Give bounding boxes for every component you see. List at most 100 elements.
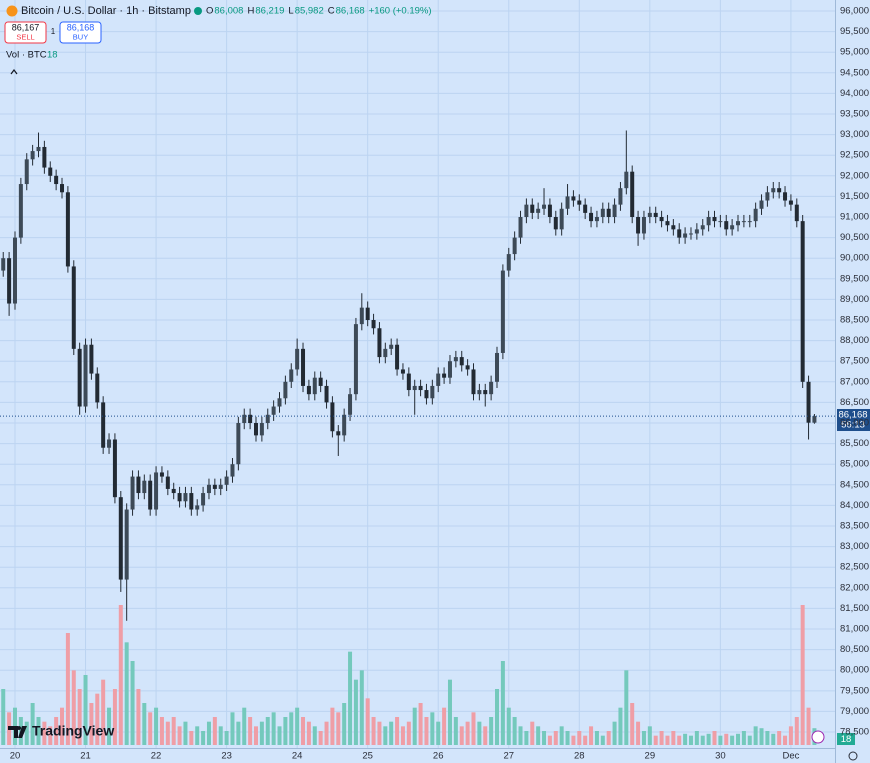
- candle-body: [60, 184, 65, 193]
- x-tick-label: Dec: [782, 751, 799, 762]
- candle-body: [783, 192, 788, 201]
- volume-bar: [65, 633, 70, 745]
- collapse-icon[interactable]: [10, 69, 18, 75]
- volume-bar: [771, 733, 776, 745]
- candle-body: [630, 171, 635, 218]
- candle-body: [559, 208, 564, 230]
- candle-body: [271, 406, 276, 415]
- volume-bar: [624, 670, 629, 745]
- volume-bar: [524, 731, 529, 745]
- volume-bar: [753, 726, 758, 745]
- candle-body: [812, 416, 817, 423]
- candle-body: [289, 369, 294, 382]
- y-tick-label: 92,000: [840, 170, 869, 181]
- volume-bar: [301, 717, 306, 745]
- volume-bar: [547, 735, 552, 745]
- sell-label[interactable]: SELL: [16, 32, 34, 41]
- candle-body: [159, 472, 164, 477]
- volume-bar: [612, 721, 617, 745]
- candle-body: [659, 217, 664, 222]
- buy-button[interactable]: [59, 21, 102, 44]
- volume-bar: [806, 707, 811, 745]
- candle-body: [377, 328, 382, 358]
- candle-body: [171, 488, 176, 494]
- volume-bar: [483, 726, 488, 745]
- volume-bar: [489, 717, 494, 745]
- replay-icon[interactable]: [811, 730, 825, 744]
- candle-body: [389, 344, 394, 349]
- volume-bar: [536, 726, 541, 745]
- candle-body: [118, 497, 123, 580]
- candle-body: [606, 208, 611, 218]
- candle-body: [348, 394, 353, 415]
- y-tick-label: 83,500: [840, 521, 869, 532]
- candle-body: [365, 307, 370, 321]
- candle-body: [189, 493, 194, 510]
- logo-icon: [8, 726, 27, 738]
- sell-button[interactable]: [4, 21, 47, 44]
- ohlc-value: 86,168: [336, 6, 365, 17]
- volume-bar: [183, 721, 188, 745]
- x-tick-label: 26: [433, 751, 444, 762]
- volume-bar: [553, 731, 558, 745]
- buy-label[interactable]: BUY: [73, 32, 88, 41]
- candle-body: [589, 212, 594, 222]
- volume-bar: [171, 717, 176, 745]
- candle-body: [471, 369, 476, 395]
- volume-bar: [442, 707, 447, 745]
- candle-body: [353, 324, 358, 395]
- volume-bar: [230, 712, 235, 745]
- candle-body: [636, 217, 641, 234]
- volume-bar: [424, 717, 429, 745]
- candle-body: [753, 208, 758, 222]
- volume-bar: [118, 605, 123, 745]
- volume-bar: [777, 731, 782, 745]
- y-tick-label: 90,500: [840, 232, 869, 243]
- y-tick-label: 89,000: [840, 294, 869, 305]
- volume-bar: [265, 717, 270, 745]
- volume-bar: [165, 721, 170, 745]
- candle-body: [524, 204, 529, 218]
- volume-bar: [330, 707, 335, 745]
- buy-price[interactable]: 86,168: [67, 22, 95, 32]
- volume-bar: [318, 731, 323, 745]
- candle-body: [183, 493, 188, 502]
- y-tick-label: 81,500: [840, 603, 869, 614]
- y-tick-label: 78,500: [840, 727, 869, 738]
- volume-bar: [618, 707, 623, 745]
- candle-body: [641, 217, 646, 234]
- volume-bar: [136, 689, 141, 745]
- x-tick-label: 28: [574, 751, 585, 762]
- volume-bar: [112, 689, 117, 745]
- y-tick-label: 88,000: [840, 335, 869, 346]
- candle-body: [242, 414, 247, 424]
- candle-body: [624, 171, 629, 189]
- volume-bar: [159, 717, 164, 745]
- settings-icon[interactable]: [848, 751, 858, 761]
- y-tick-label: 88,500: [840, 315, 869, 326]
- volume-bar: [800, 605, 805, 745]
- sell-price[interactable]: 86,167: [12, 22, 40, 32]
- volume-bar: [206, 721, 211, 745]
- volume-bar: [395, 717, 400, 745]
- last-price-label: 86,168: [838, 410, 867, 421]
- volume-bar: [48, 726, 53, 745]
- candle-body: [201, 493, 206, 506]
- y-tick-label: 86,000: [840, 418, 869, 429]
- candle-body: [177, 493, 182, 502]
- candle-body: [694, 229, 699, 234]
- candle-body: [806, 381, 811, 423]
- y-tick-label: 94,000: [840, 88, 869, 99]
- volume-title: Vol · BTC: [6, 50, 47, 61]
- y-tick-label: 80,000: [840, 665, 869, 676]
- candle-body: [489, 381, 494, 395]
- y-tick-label: 86,500: [840, 397, 869, 408]
- candle-body: [747, 221, 752, 223]
- candle-body: [230, 464, 235, 477]
- candle-body: [42, 146, 47, 168]
- volume-bar: [101, 679, 106, 745]
- candle-body: [506, 254, 511, 271]
- volume-bar: [253, 726, 258, 745]
- candle-body: [136, 476, 141, 494]
